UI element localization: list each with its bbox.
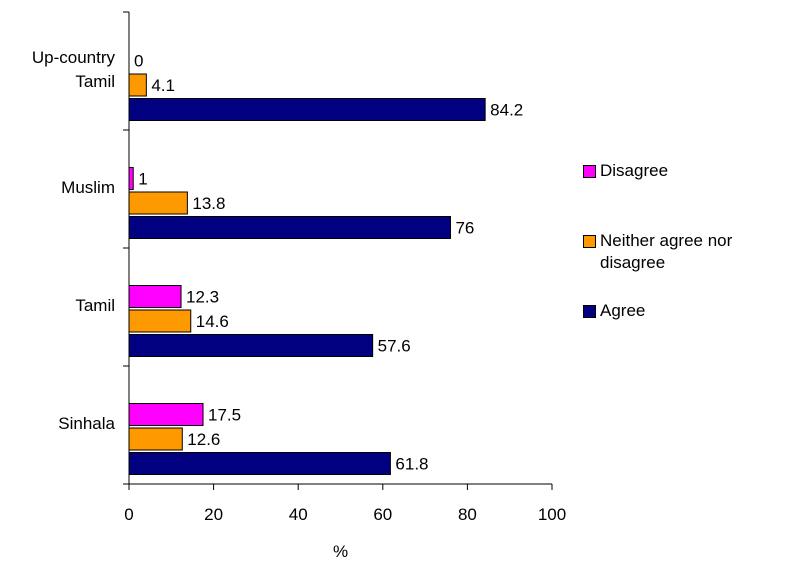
bar-neither-agree-nor-disagree-muslim [128, 191, 188, 215]
data-label-agree-muslim: 76 [455, 219, 474, 238]
legend-item-neither-agree-nor-disagree: Neither agree nor disagree [583, 230, 732, 274]
data-label-neither-agree-nor-disagree-tamil: 14.6 [196, 312, 229, 331]
legend-swatch [583, 165, 596, 178]
x-tick-label: 60 [373, 505, 392, 524]
x-tick-label: 100 [538, 505, 566, 524]
bar-neither-agree-nor-disagree-tamil [128, 309, 192, 333]
bar-agree-sinhala [128, 452, 391, 475]
category-label: Tamil [75, 296, 115, 315]
legend-item-disagree: Disagree [583, 160, 668, 182]
data-label-neither-agree-nor-disagree-sinhala: 12.6 [187, 430, 220, 449]
data-label-agree-tamil: 57.6 [378, 337, 411, 356]
bar-neither-agree-nor-disagree-up-country-tamil [128, 73, 147, 97]
bar-agree-up-country-tamil [128, 98, 486, 121]
legend-item-agree: Agree [583, 300, 645, 322]
data-label-disagree-tamil: 12.3 [186, 288, 219, 307]
data-label-disagree-sinhala: 17.5 [208, 406, 241, 425]
data-label-disagree-up-country-tamil: 0 [134, 52, 143, 71]
data-label-agree-sinhala: 61.8 [395, 455, 428, 474]
bar-disagree-sinhala [128, 403, 204, 426]
bar-disagree-muslim [128, 167, 134, 190]
bars-layer [128, 73, 486, 475]
legend-label: Agree [600, 301, 646, 320]
legend-swatch [583, 305, 596, 318]
legend-swatch [583, 235, 596, 248]
data-label-agree-up-country-tamil: 84.2 [490, 101, 523, 120]
category-label: Sinhala [58, 414, 115, 433]
bar-agree-tamil [128, 334, 374, 357]
x-tick-label: 80 [458, 505, 477, 524]
category-label: Muslim [61, 178, 115, 197]
bar-agree-muslim [128, 216, 451, 239]
legend-label: Neither agree nor disagree [600, 231, 733, 272]
data-label-neither-agree-nor-disagree-up-country-tamil: 4.1 [151, 76, 175, 95]
x-tick-label: 20 [204, 505, 223, 524]
bar-disagree-tamil [128, 285, 182, 308]
x-tick-label: 0 [124, 505, 133, 524]
legend-label: Disagree [600, 161, 669, 180]
bar-neither-agree-nor-disagree-sinhala [128, 427, 183, 451]
x-axis-label: % [333, 542, 348, 561]
axes-layer [123, 11, 553, 490]
data-label-neither-agree-nor-disagree-muslim: 13.8 [192, 194, 225, 213]
data-label-disagree-muslim: 1 [138, 170, 147, 189]
labels-layer: 0 4.1 84.2 Up-country Tamil 1 13.8 76 Muslim 12.3… [32, 48, 566, 561]
x-tick-label: 40 [289, 505, 308, 524]
category-label: Up-country Tamil [32, 48, 116, 91]
